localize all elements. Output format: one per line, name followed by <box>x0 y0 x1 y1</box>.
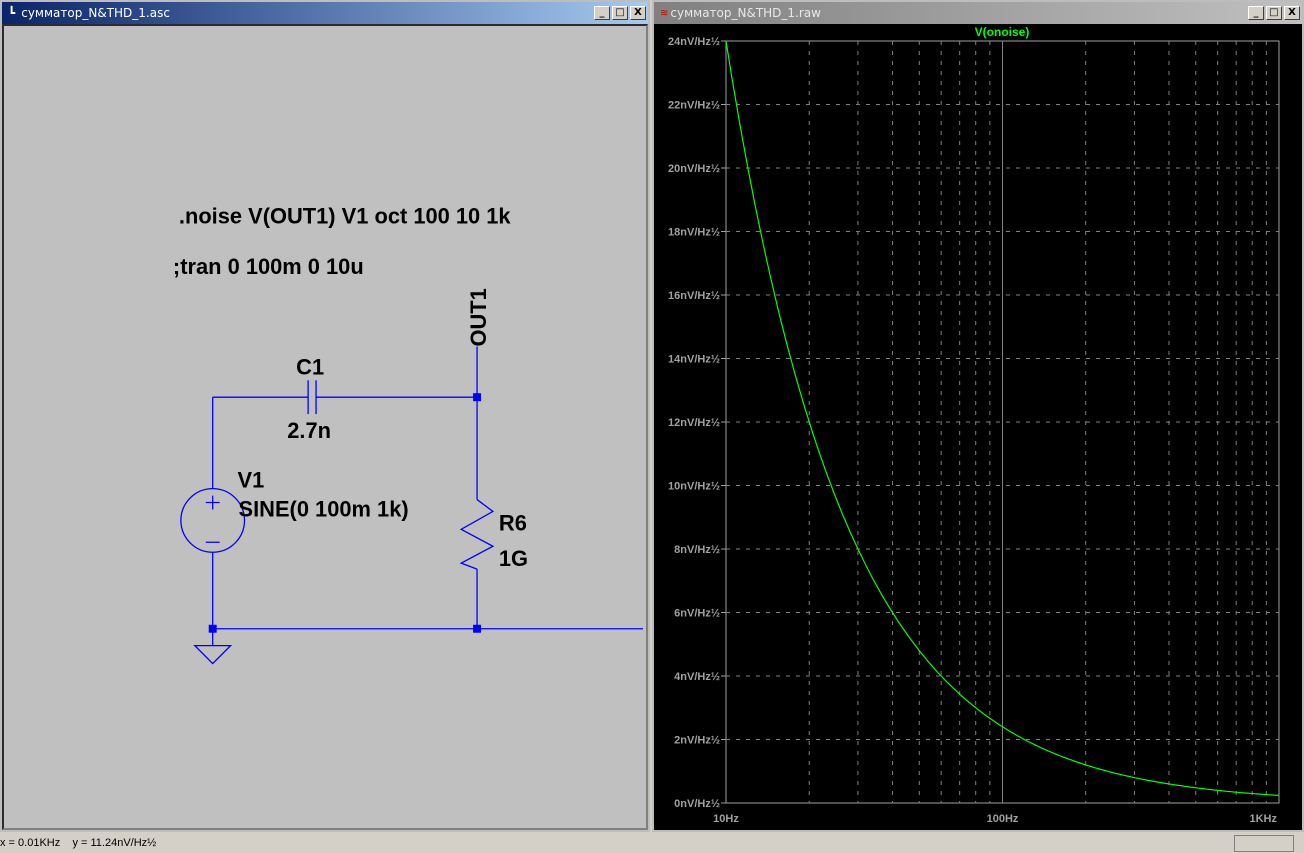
maximize-button[interactable]: □ <box>612 6 628 20</box>
y-tick-label: 0nV/Hz½ <box>674 798 720 810</box>
trace-label-v-onoise[interactable]: V(onoise) <box>975 25 1030 39</box>
plot-canvas[interactable]: V(onoise) 0nV/Hz½ 2nV/Hz½ 4nV/Hz½ 6nV/Hz½ 8n… <box>654 24 1302 830</box>
wires <box>180 346 644 665</box>
x-tick-label: 1KHz <box>1249 813 1277 825</box>
close-button[interactable]: X <box>1284 6 1300 20</box>
schematic-canvas[interactable]: .noise V(OUT1) V1 oct 100 10 1k ;tran 0 … <box>2 24 648 830</box>
v1-name[interactable]: V1 <box>238 468 265 493</box>
y-tick-label: 6nV/Hz½ <box>674 608 720 620</box>
noise-directive[interactable]: .noise V(OUT1) V1 oct 100 10 1k <box>179 203 512 228</box>
y-tick-label: 18nV/Hz½ <box>668 227 720 239</box>
y-tick-label: 20nV/Hz½ <box>668 163 720 175</box>
y-tick-label: 14nV/Hz½ <box>668 354 720 366</box>
y-tick-label: 12nV/Hz½ <box>668 417 720 429</box>
close-button[interactable]: X <box>630 6 646 20</box>
ground-icon <box>193 644 233 665</box>
x-tick-label: 100Hz <box>987 813 1019 825</box>
y-tick-label: 8nV/Hz½ <box>674 544 720 556</box>
plot-title: сумматор_N&THD_1.raw <box>670 6 821 20</box>
y-tick-label: 22nV/Hz½ <box>668 100 720 112</box>
maximize-button[interactable]: □ <box>1266 6 1282 20</box>
schematic-titlebar[interactable]: ┗ сумматор_N&THD_1.asc _ □ X <box>2 2 648 24</box>
net-label-out1[interactable]: OUT1 <box>466 288 491 346</box>
plot-window: ≋ сумматор_N&THD_1.raw _ □ X V(onoise) 0… <box>652 0 1304 832</box>
status-bar: x = 0.01KHz y = 11.24nV/Hz½ <box>0 834 1304 853</box>
cursor-readout: x = 0.01KHz y = 11.24nV/Hz½ <box>0 837 157 849</box>
y-tick-label: 16nV/Hz½ <box>668 290 720 302</box>
y-tick-label: 4nV/Hz½ <box>674 671 720 683</box>
voltage-source-symbol <box>180 487 246 553</box>
minimize-button[interactable]: _ <box>594 6 610 20</box>
status-panel <box>1234 835 1294 852</box>
v1-value[interactable]: SINE(0 100m 1k) <box>239 496 409 521</box>
minimize-button[interactable]: _ <box>1248 6 1264 20</box>
y-tick-label: 24nV/Hz½ <box>668 36 720 48</box>
c1-value[interactable]: 2.7n <box>287 418 331 443</box>
waveform-icon: ≋ <box>660 7 669 19</box>
r6-name[interactable]: R6 <box>499 510 527 535</box>
y-tick-label: 2nV/Hz½ <box>674 735 720 747</box>
schematic-icon: ┗ <box>8 6 16 20</box>
tran-directive[interactable]: ;tran 0 100m 0 10u <box>173 254 364 279</box>
capacitor-c1-symbol <box>307 380 317 415</box>
r6-value[interactable]: 1G <box>499 546 528 571</box>
schematic-title: сумматор_N&THD_1.asc <box>21 6 170 20</box>
c1-name[interactable]: C1 <box>296 354 324 379</box>
resistor-r6-symbol <box>459 499 495 570</box>
trace-v-onoise <box>725 40 1280 796</box>
y-tick-label: 10nV/Hz½ <box>668 481 720 493</box>
schematic-window: ┗ сумматор_N&THD_1.asc _ □ X .noise V(OU… <box>0 0 650 832</box>
plot-titlebar[interactable]: ≋ сумматор_N&THD_1.raw _ □ X <box>654 2 1302 24</box>
x-tick-label: 10Hz <box>713 813 739 825</box>
